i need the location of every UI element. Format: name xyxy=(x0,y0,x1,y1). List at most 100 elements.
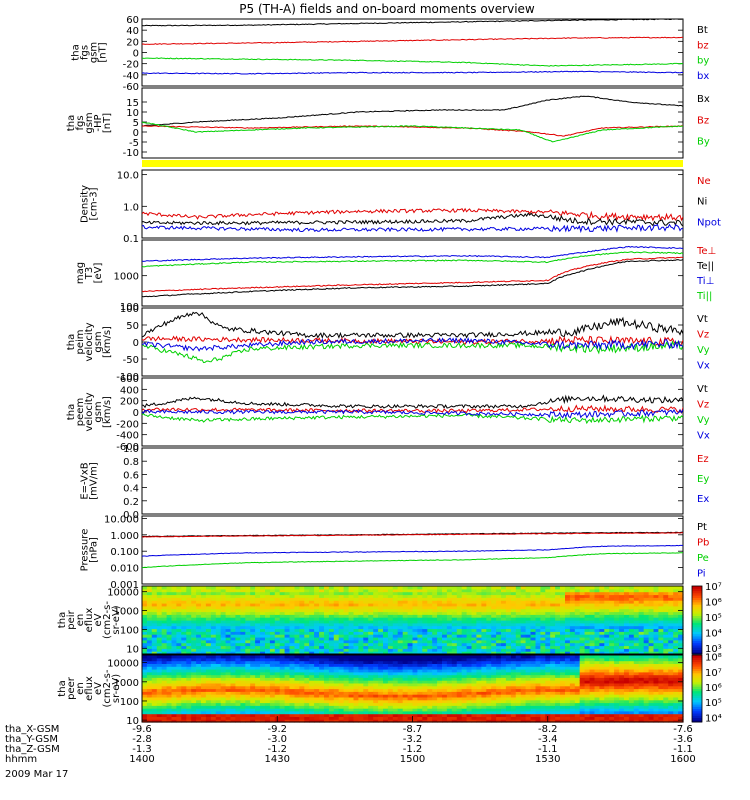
y-tick-label: 1.000 xyxy=(110,531,139,542)
colorbar-tick-label: 10⁷ xyxy=(705,668,722,679)
panel-temperature: 1000 100 magT3[eV] Te⊥ Te|| Ti⊥ Ti|| xyxy=(75,239,716,313)
series-line-Vy xyxy=(142,413,683,425)
series-line-Ni xyxy=(142,212,683,227)
x-row-value: -1.2 xyxy=(403,744,423,755)
colorbar-tick-label: 10⁴ xyxy=(705,713,722,724)
panels: 6040200-20-40-60thafgsgsm[nT]Btbzbybx151… xyxy=(57,15,722,727)
series-line-Pe xyxy=(142,552,683,569)
heatmap-cells xyxy=(142,655,684,723)
y-axis-label-line: gsm xyxy=(84,112,95,133)
legend-Pt: Pt xyxy=(697,522,707,533)
x-row-value: -3.6 xyxy=(673,734,693,745)
x-row-value: -3.4 xyxy=(538,734,558,745)
y-tick-label: 100 xyxy=(120,625,139,636)
y-tick-label: 10 xyxy=(126,644,139,655)
y-axis-label-line: eflux xyxy=(84,676,95,701)
legend-Vt: Vt xyxy=(697,314,708,325)
legend-Te⊥: Te⊥ xyxy=(696,246,716,257)
y-axis-label-line: [nT] xyxy=(98,42,109,62)
series-line-Pi xyxy=(142,544,683,557)
legend-Ne: Ne xyxy=(697,176,711,187)
y-axis-label: thafgsgsm[nT] xyxy=(71,42,109,63)
panel-frame xyxy=(141,585,684,655)
series-line-by xyxy=(142,57,683,67)
x-axis: tha_X-GSM -9.6 -9.2 -8.7 -8.2 -7.6 tha_Y-GSM -2… xyxy=(5,716,696,765)
y-axis-label-line: (cm2-s- xyxy=(102,669,113,707)
x-row-value: -9.2 xyxy=(267,724,287,735)
y-tick-label: 0.100 xyxy=(110,547,139,558)
x-row-label: tha_Y-GSM xyxy=(5,734,58,745)
y-axis-label-line: Density xyxy=(80,185,91,223)
y-axis-label: thapeimvelocitygsm[km/s] xyxy=(66,322,113,361)
x-row-value: -1.3 xyxy=(132,744,152,755)
x-row-value: -3.2 xyxy=(403,734,423,745)
y-axis-label-line: sr-eV) xyxy=(111,605,122,634)
y-tick-label: 5 xyxy=(133,118,139,129)
y-tick-label: 1.0 xyxy=(123,202,139,213)
x-row-value: 1530 xyxy=(535,754,560,765)
y-axis-label-line: (cm2-s- xyxy=(102,601,113,639)
legend-Ex: Ex xyxy=(697,494,709,505)
y-axis-label-line: E=-VxB xyxy=(80,462,91,499)
y-tick-label: -5 xyxy=(129,138,139,149)
y-axis-label-line: velocity xyxy=(84,392,95,431)
legend-Vx: Vx xyxy=(697,431,710,442)
y-axis-label-line: mag xyxy=(75,262,86,284)
y-axis-label: magT3[eV] xyxy=(75,262,104,284)
x-row-label: hhmm xyxy=(5,754,37,765)
x-row-value: 1500 xyxy=(400,754,425,765)
series-line-Vx xyxy=(142,408,683,419)
series-line-Ti⊥ xyxy=(142,245,683,262)
series-line-Ti|| xyxy=(142,251,683,268)
y-tick-label: 100 xyxy=(120,304,139,315)
legend-bz: bz xyxy=(697,40,709,51)
series-line-Vt xyxy=(142,394,683,409)
x-row-value: -2.8 xyxy=(132,734,152,745)
date-label: 2009 Mar 17 xyxy=(5,769,68,780)
series-line-Bz xyxy=(142,125,683,137)
series-line-Ne xyxy=(142,207,683,222)
series-line-Te⊥ xyxy=(142,256,683,293)
y-axis-label-line: fgs xyxy=(75,115,86,130)
y-tick-label: 15 xyxy=(126,98,139,109)
y-axis-label-line: fgs xyxy=(80,45,91,60)
series-line-Bx xyxy=(142,95,683,127)
colorbar-tick-label: 10⁶ xyxy=(705,683,722,694)
y-axis-label-line: gsm xyxy=(93,401,104,422)
y-tick-label: 1000 xyxy=(114,678,139,689)
panel-frame xyxy=(141,515,684,585)
colorbar-tick-label: 10⁷ xyxy=(705,582,722,593)
series-line-bx xyxy=(142,70,683,75)
colorbar-tick-label: 10⁴ xyxy=(705,628,722,639)
y-axis-label-line: tha xyxy=(66,404,77,420)
colorbar-tick-label: 10⁸ xyxy=(705,653,722,664)
panel-e_vxb: 1.0 0.8 0.6 0.4 0.2 0.0 E=-VxB[mV/m] Ez Ey Ex xyxy=(80,444,710,521)
legend-Vz: Vz xyxy=(697,330,709,341)
y-tick-label: 0.6 xyxy=(123,470,139,481)
y-axis-label-line: velocity xyxy=(84,322,95,361)
legend-Npot: Npot xyxy=(697,217,721,228)
y-axis-label-line: -HP xyxy=(93,114,104,131)
y-axis-label-line: [km/s] xyxy=(102,326,113,358)
y-axis-label-line: T3 xyxy=(84,267,95,280)
y-axis-label-line: peim xyxy=(75,329,86,354)
panel-frame xyxy=(141,239,684,307)
y-tick-label: 10.000 xyxy=(104,514,139,525)
y-axis-label: thapeemvelocitygsm[km/s] xyxy=(66,392,113,431)
y-tick-label: 0.8 xyxy=(123,457,139,468)
y-tick-label: 1000 xyxy=(114,607,139,618)
panel-frame xyxy=(141,18,684,87)
series-line-Vx xyxy=(142,337,683,352)
y-tick-label: 0 xyxy=(133,408,139,419)
legend-Bt: Bt xyxy=(697,25,708,36)
panel-frame xyxy=(141,447,684,515)
legend-Ti||: Ti|| xyxy=(696,291,712,302)
y-tick-label: 1000 xyxy=(114,272,139,283)
y-axis-label-line: tha xyxy=(71,44,82,60)
legend-by: by xyxy=(697,56,709,67)
colorbar-tick-label: 10⁵ xyxy=(705,698,722,709)
colorbar-tick-label: 10³ xyxy=(705,644,722,655)
y-tick-label: 0 xyxy=(133,128,139,139)
